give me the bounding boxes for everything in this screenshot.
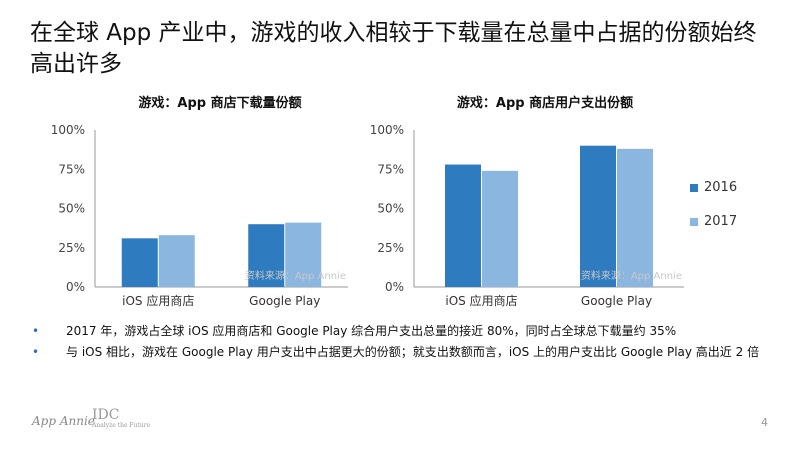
legend-item-2016: 2016: [690, 180, 737, 195]
idc-logo-tagline: Analyze the Future: [92, 422, 151, 429]
bar-2017-1: [617, 148, 653, 287]
chart-2-title: 游戏：App 商店用户支出份额: [456, 96, 634, 111]
y-tick-label: 50%: [58, 202, 85, 216]
idc-logo-text: IDC: [92, 407, 120, 423]
source-note: 资料来源：App Annie: [581, 269, 682, 282]
x-category-label: Google Play: [249, 294, 320, 308]
bullet-item: 与 iOS 相比，游戏在 Google Play 用户支出中占据更大的份额；就支…: [28, 343, 768, 361]
bar-2016-1: [248, 224, 285, 287]
bar-2016-0: [445, 164, 481, 287]
legend-label-2016: 2016: [704, 180, 738, 195]
y-tick-label: 75%: [58, 162, 85, 176]
chart-2-spend-share: 0% 25% 50% 75% 100% iOS 应用商店 Google Play 资料来源：A…: [370, 123, 684, 308]
chart-1-title: 游戏：App 商店下载量份额: [138, 96, 302, 111]
y-tick-label: 25%: [377, 241, 404, 255]
bullet-item: 2017 年，游戏占全球 iOS 应用商店和 Google Play 综合用户支…: [28, 322, 768, 340]
y-tick-label: 25%: [58, 241, 85, 255]
legend-item-2017: 2017: [690, 214, 737, 229]
x-category-label: Google Play: [581, 294, 652, 308]
app-annie-logo: App Annie: [32, 414, 95, 428]
chart-1-downloads-share: 0% 25% 50% 75% 100% iOS 应用商店 Google Play 资料来源：A…: [51, 123, 348, 308]
bar-2017-1: [285, 222, 322, 287]
bar-2017-0: [482, 170, 518, 287]
source-note: 资料来源：App Annie: [245, 269, 346, 282]
y-tick-label: 0%: [385, 280, 404, 294]
bullet-list: 2017 年，游戏占全球 iOS 应用商店和 Google Play 综合用户支…: [28, 322, 768, 364]
bar-2017-0: [158, 235, 195, 287]
y-tick-label: 50%: [377, 202, 404, 216]
idc-logo: IDC Analyze the Future: [92, 408, 150, 429]
slide-title: 在全球 App 产业中，游戏的收入相较于下载量在总量中占据的份额始终高出许多: [30, 20, 757, 77]
x-category-label: iOS 应用商店: [122, 293, 194, 308]
bar-2016-1: [580, 145, 616, 287]
legend-swatch-2017: [690, 217, 698, 226]
page-number: 4: [761, 416, 768, 429]
bar-2016-0: [121, 238, 158, 287]
y-tick-label: 100%: [370, 123, 404, 137]
y-tick-label: 75%: [377, 162, 404, 176]
legend-label-2017: 2017: [704, 214, 738, 229]
y-tick-label: 0%: [66, 280, 85, 294]
legend-swatch-2016: [690, 183, 698, 192]
x-category-label: iOS 应用商店: [445, 293, 517, 308]
y-tick-label: 100%: [51, 123, 85, 137]
